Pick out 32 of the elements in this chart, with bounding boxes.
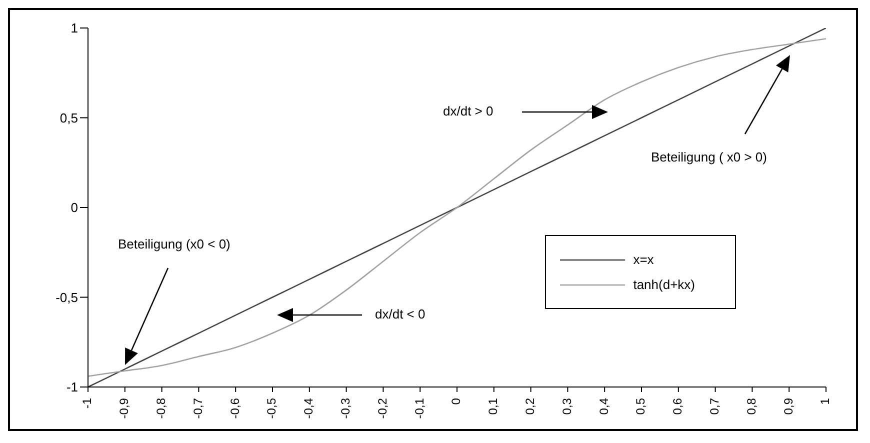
y-tick-label: 1 [70, 20, 78, 36]
annotation: dx/dt < 0 [375, 306, 426, 322]
y-tick-label: -1 [66, 380, 78, 395]
annotation: dx/dt > 0 [443, 103, 494, 118]
x-tick-label: 0,7 [707, 398, 722, 415]
x-tick-label: -0,6 [228, 398, 242, 419]
x-tick-label: -0,1 [412, 398, 426, 419]
x-tick-label: 0,9 [781, 398, 796, 415]
legend-label: x=x [633, 252, 654, 267]
legend-label: tanh(d+kx) [633, 277, 695, 292]
x-tick-label: 0,3 [560, 398, 574, 415]
annotation: Beteiligung ( x0 > 0) [651, 149, 767, 164]
x-tick-label: -0,3 [338, 398, 352, 419]
x-tick-label: 0,6 [670, 398, 685, 415]
x-tick-label: -0,8 [154, 398, 168, 419]
x-tick-label: -0,7 [190, 398, 205, 419]
x-tick-label: 0,4 [596, 398, 611, 415]
x-tick-label: 1 [818, 398, 832, 405]
x-tick-label: 0 [449, 398, 464, 405]
x-tick-label: -1 [80, 398, 94, 409]
x-tick-label: -0,9 [117, 398, 132, 419]
y-tick-label: -0,5 [56, 290, 78, 305]
y-tick-label: 0 [70, 200, 78, 216]
x-tick-label: 0,1 [486, 398, 500, 415]
x-tick-label: -0,4 [302, 398, 316, 419]
x-tick-label: 0,8 [744, 398, 758, 415]
annotation: Beteiligung (x0 < 0) [118, 236, 230, 252]
y-tick-label: 0,5 [60, 110, 78, 126]
x-tick-label: -0,5 [264, 398, 279, 419]
x-tick-label: 0,5 [634, 398, 648, 415]
x-tick-label: -0,2 [375, 398, 390, 419]
x-tick-label: 0,2 [522, 398, 537, 415]
